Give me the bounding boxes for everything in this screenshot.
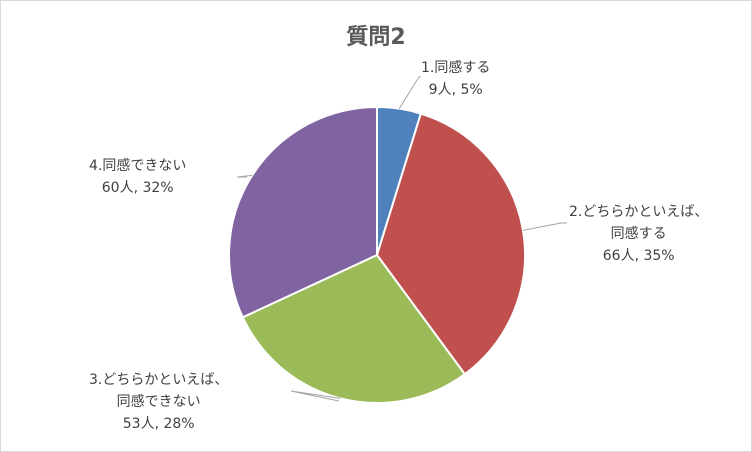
data-label-slice-4: 4.同感できない 60人, 32% <box>89 155 186 199</box>
data-label-category-cont: 同感する <box>610 226 667 242</box>
leader-line-4 <box>236 174 253 178</box>
data-label-category-cont: 同感できない <box>116 394 201 410</box>
data-label-value: 66人, 35% <box>602 248 675 264</box>
data-label-slice-3: 3.どちらかといえば、 同感できない 53人, 28% <box>89 369 228 435</box>
data-label-value: 53人, 28% <box>122 416 195 432</box>
data-label-slice-1: 1.同感する 9人, 5% <box>421 57 490 101</box>
leader-line-3 <box>290 390 341 402</box>
pie-slice-2 <box>375 112 527 376</box>
data-label-slice-2: 2.どちらかといえば、 同感する 66人, 35% <box>569 201 708 267</box>
data-label-value: 9人, 5% <box>428 82 483 98</box>
chart-title: 質問2 <box>346 25 406 50</box>
data-label-category: 2.どちらかといえば、 <box>569 204 709 220</box>
leader-line-1 <box>398 76 421 109</box>
data-label-category: 1.同感する <box>421 60 491 76</box>
data-label-value: 60人, 32% <box>101 180 174 196</box>
data-label-category: 3.どちらかといえば、 <box>89 372 229 388</box>
data-label-category: 4.同感できない <box>89 158 187 174</box>
leader-line-2 <box>522 222 567 231</box>
